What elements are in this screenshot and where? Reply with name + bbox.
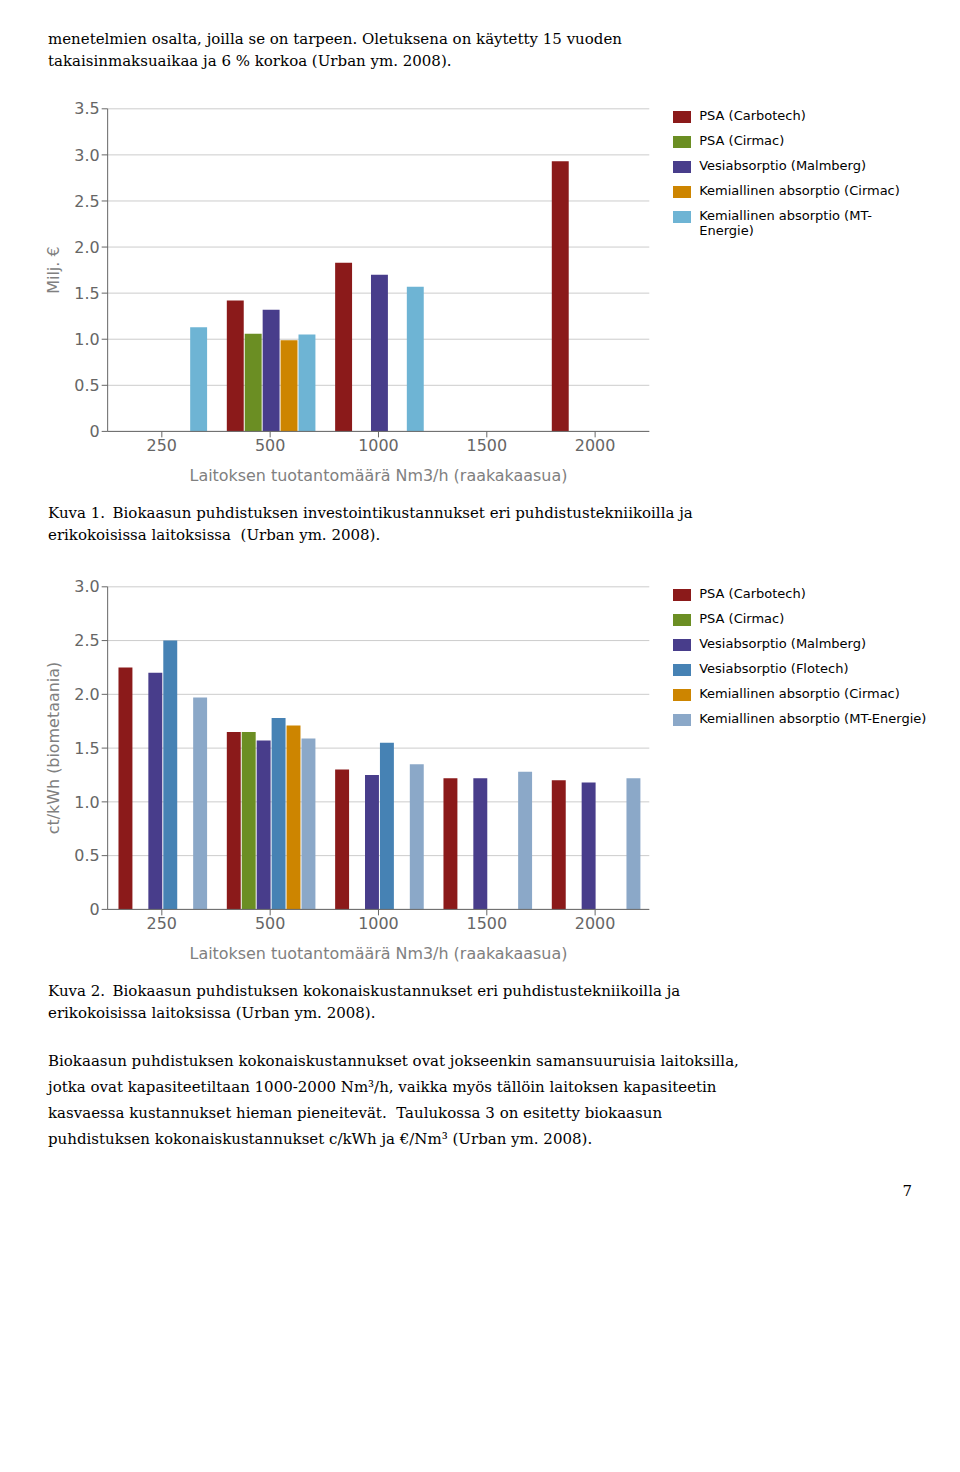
svg-text:0.5: 0.5 [74,376,99,395]
html-text:erikokoisissa laitoksissa (Urb: erikokoisissa laitoksissa (Urban ym. 200… [48,1004,376,1022]
html-text:7: 7 [902,1182,912,1200]
html-text:Biokaasun puhdistuksen kokonai: Biokaasun puhdistuksen kokonaiskustannuk… [48,1052,739,1070]
html-text:erikokoisissa laitoksissa (Urb: erikokoisissa laitoksissa (Urban ym. 200… [48,526,381,544]
html-text:Kuva 2. Biokaasun puhdistuksen: Kuva 2. Biokaasun puhdistuksen kokonaisk… [48,982,681,1000]
svg-text:1000: 1000 [358,914,399,933]
svg-text:1500: 1500 [467,436,508,455]
svg-text:Laitoksen tuotantomäärä Nm3/h: Laitoksen tuotantomäärä Nm3/h (raakakaas… [190,944,568,963]
svg-text:500: 500 [255,914,285,933]
svg-text:1.0: 1.0 [74,330,99,349]
html-text:Kemiallinen absorptio (MT-Ener: Kemiallinen absorptio (MT-Energie) [699,711,927,726]
svg-text:1500: 1500 [467,914,508,933]
html-text:PSA (Carbotech): PSA (Carbotech) [699,108,806,123]
html-text:Vesiabsorptio (Flotech): Vesiabsorptio (Flotech) [699,661,849,676]
svg-text:3.5: 3.5 [74,99,99,118]
svg-text:250: 250 [147,914,177,933]
svg-text:Milj. €: Milj. € [44,246,63,293]
svg-text:3.0: 3.0 [74,577,99,596]
svg-text:2.5: 2.5 [74,192,99,211]
svg-text:1.5: 1.5 [74,739,99,758]
svg-text:0.5: 0.5 [74,846,99,865]
html-text:jotka ovat kapasiteetiltaan 10: jotka ovat kapasiteetiltaan 1000-2000 Nm… [48,1078,717,1096]
html-text:kasvaessa kustannukset hieman: kasvaessa kustannukset hieman pieneitevä… [48,1104,663,1122]
svg-text:500: 500 [255,436,285,455]
svg-text:Laitoksen tuotantomäärä Nm3/h: Laitoksen tuotantomäärä Nm3/h (raakakaas… [190,466,568,485]
html-text:Kemiallinen absorptio (Cirmac): Kemiallinen absorptio (Cirmac) [699,183,900,198]
html-text:Vesiabsorptio (Malmberg): Vesiabsorptio (Malmberg) [699,636,866,651]
html-text:takaisinmaksuaikaa ja 6 % kork: takaisinmaksuaikaa ja 6 % korkoa (Urban … [48,52,452,70]
html-text:Energie): Energie) [699,223,754,238]
svg-text:2000: 2000 [575,436,616,455]
svg-text:2.0: 2.0 [74,685,99,704]
html-text:Vesiabsorptio (Malmberg): Vesiabsorptio (Malmberg) [699,158,866,173]
html-text:menetelmien osalta, joilla se: menetelmien osalta, joilla se on tarpeen… [48,30,622,48]
svg-text:0: 0 [90,422,100,441]
svg-text:1.5: 1.5 [74,284,99,303]
svg-text:0: 0 [90,900,100,919]
svg-text:3.0: 3.0 [74,146,99,165]
svg-text:1000: 1000 [358,436,399,455]
svg-text:ct/kWh (biometaania): ct/kWh (biometaania) [44,662,63,835]
html-text:PSA (Cirmac): PSA (Cirmac) [699,611,785,626]
svg-text:2000: 2000 [575,914,616,933]
html-text:Kuva 1. Biokaasun puhdistuksen: Kuva 1. Biokaasun puhdistuksen investoin… [48,504,693,522]
svg-text:2.5: 2.5 [74,631,99,650]
html-text:Kemiallinen absorptio (MT-: Kemiallinen absorptio (MT- [699,208,872,223]
svg-text:1.0: 1.0 [74,793,99,812]
svg-text:2.0: 2.0 [74,238,99,257]
svg-text:250: 250 [147,436,177,455]
html-text:PSA (Carbotech): PSA (Carbotech) [699,586,806,601]
html-text:puhdistuksen kokonaiskustannuk: puhdistuksen kokonaiskustannukset c/kWh … [48,1130,593,1148]
html-text:Kemiallinen absorptio (Cirmac): Kemiallinen absorptio (Cirmac) [699,686,900,701]
html-text:PSA (Cirmac): PSA (Cirmac) [699,133,785,148]
